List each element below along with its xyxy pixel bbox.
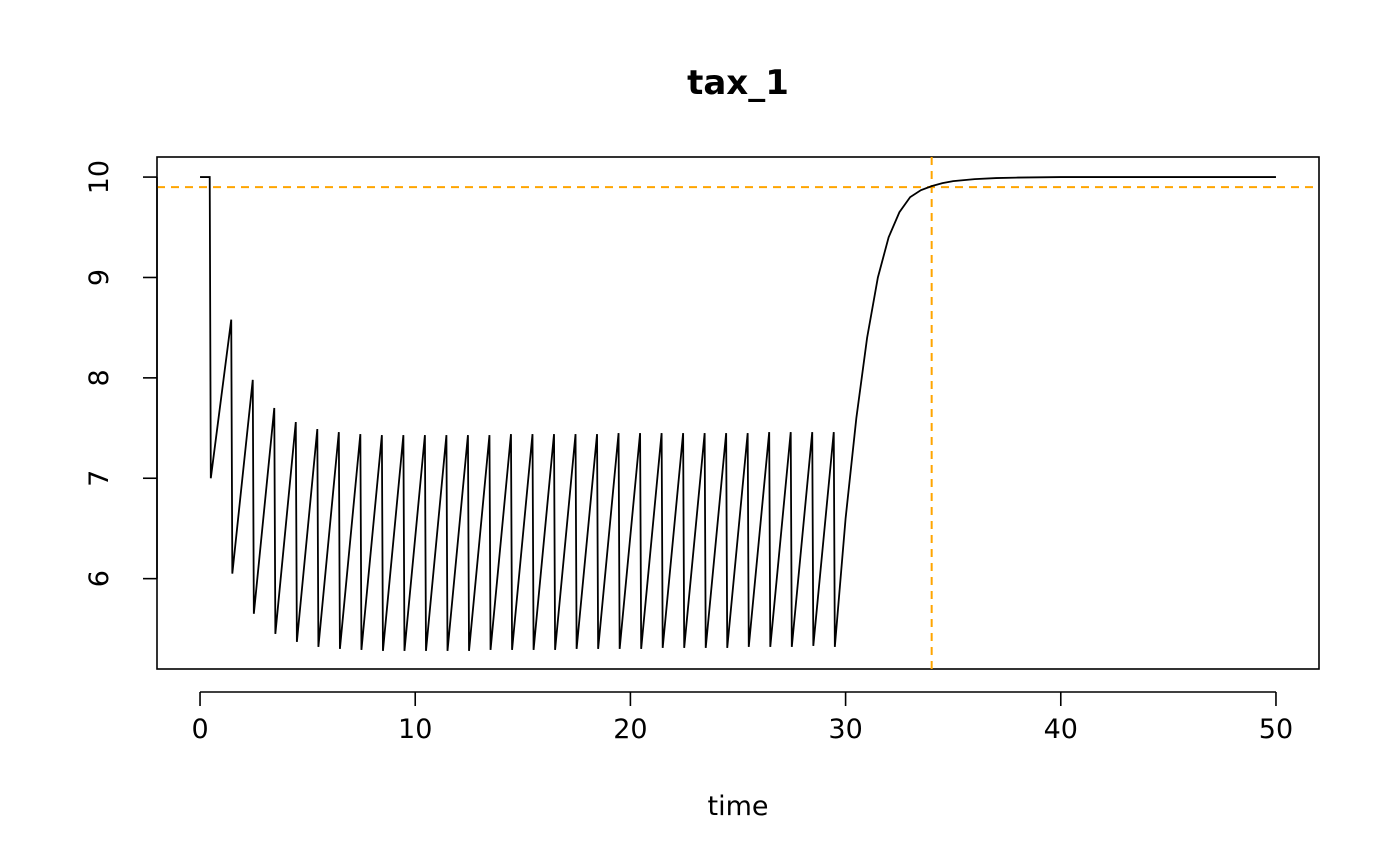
x-tick-label: 10: [398, 714, 432, 745]
chart-title: tax_1: [687, 63, 789, 103]
series-line-1: [200, 176, 1276, 652]
x-tick-label: 50: [1259, 714, 1293, 745]
x-axis: 0 10 20 30 40 50: [191, 691, 1293, 745]
y-tick-label: 8: [84, 369, 115, 386]
plot-frame: [156, 156, 1320, 670]
x-tick-label: 20: [613, 714, 647, 745]
y-tick-label: 6: [84, 570, 115, 587]
x-tick-label: 0: [191, 714, 208, 745]
x-tick-label: 40: [1044, 714, 1078, 745]
plot-area: [156, 156, 1320, 670]
y-axis: 6 7 8 9 10: [84, 160, 158, 587]
y-tick-label: 7: [84, 470, 115, 487]
x-tick-label: 30: [828, 714, 862, 745]
y-tick-label: 10: [84, 160, 115, 194]
reference-lines: [157, 157, 1319, 669]
x-axis-label: time: [707, 791, 768, 822]
series-layer: [200, 176, 1276, 652]
y-tick-label: 9: [84, 269, 115, 286]
